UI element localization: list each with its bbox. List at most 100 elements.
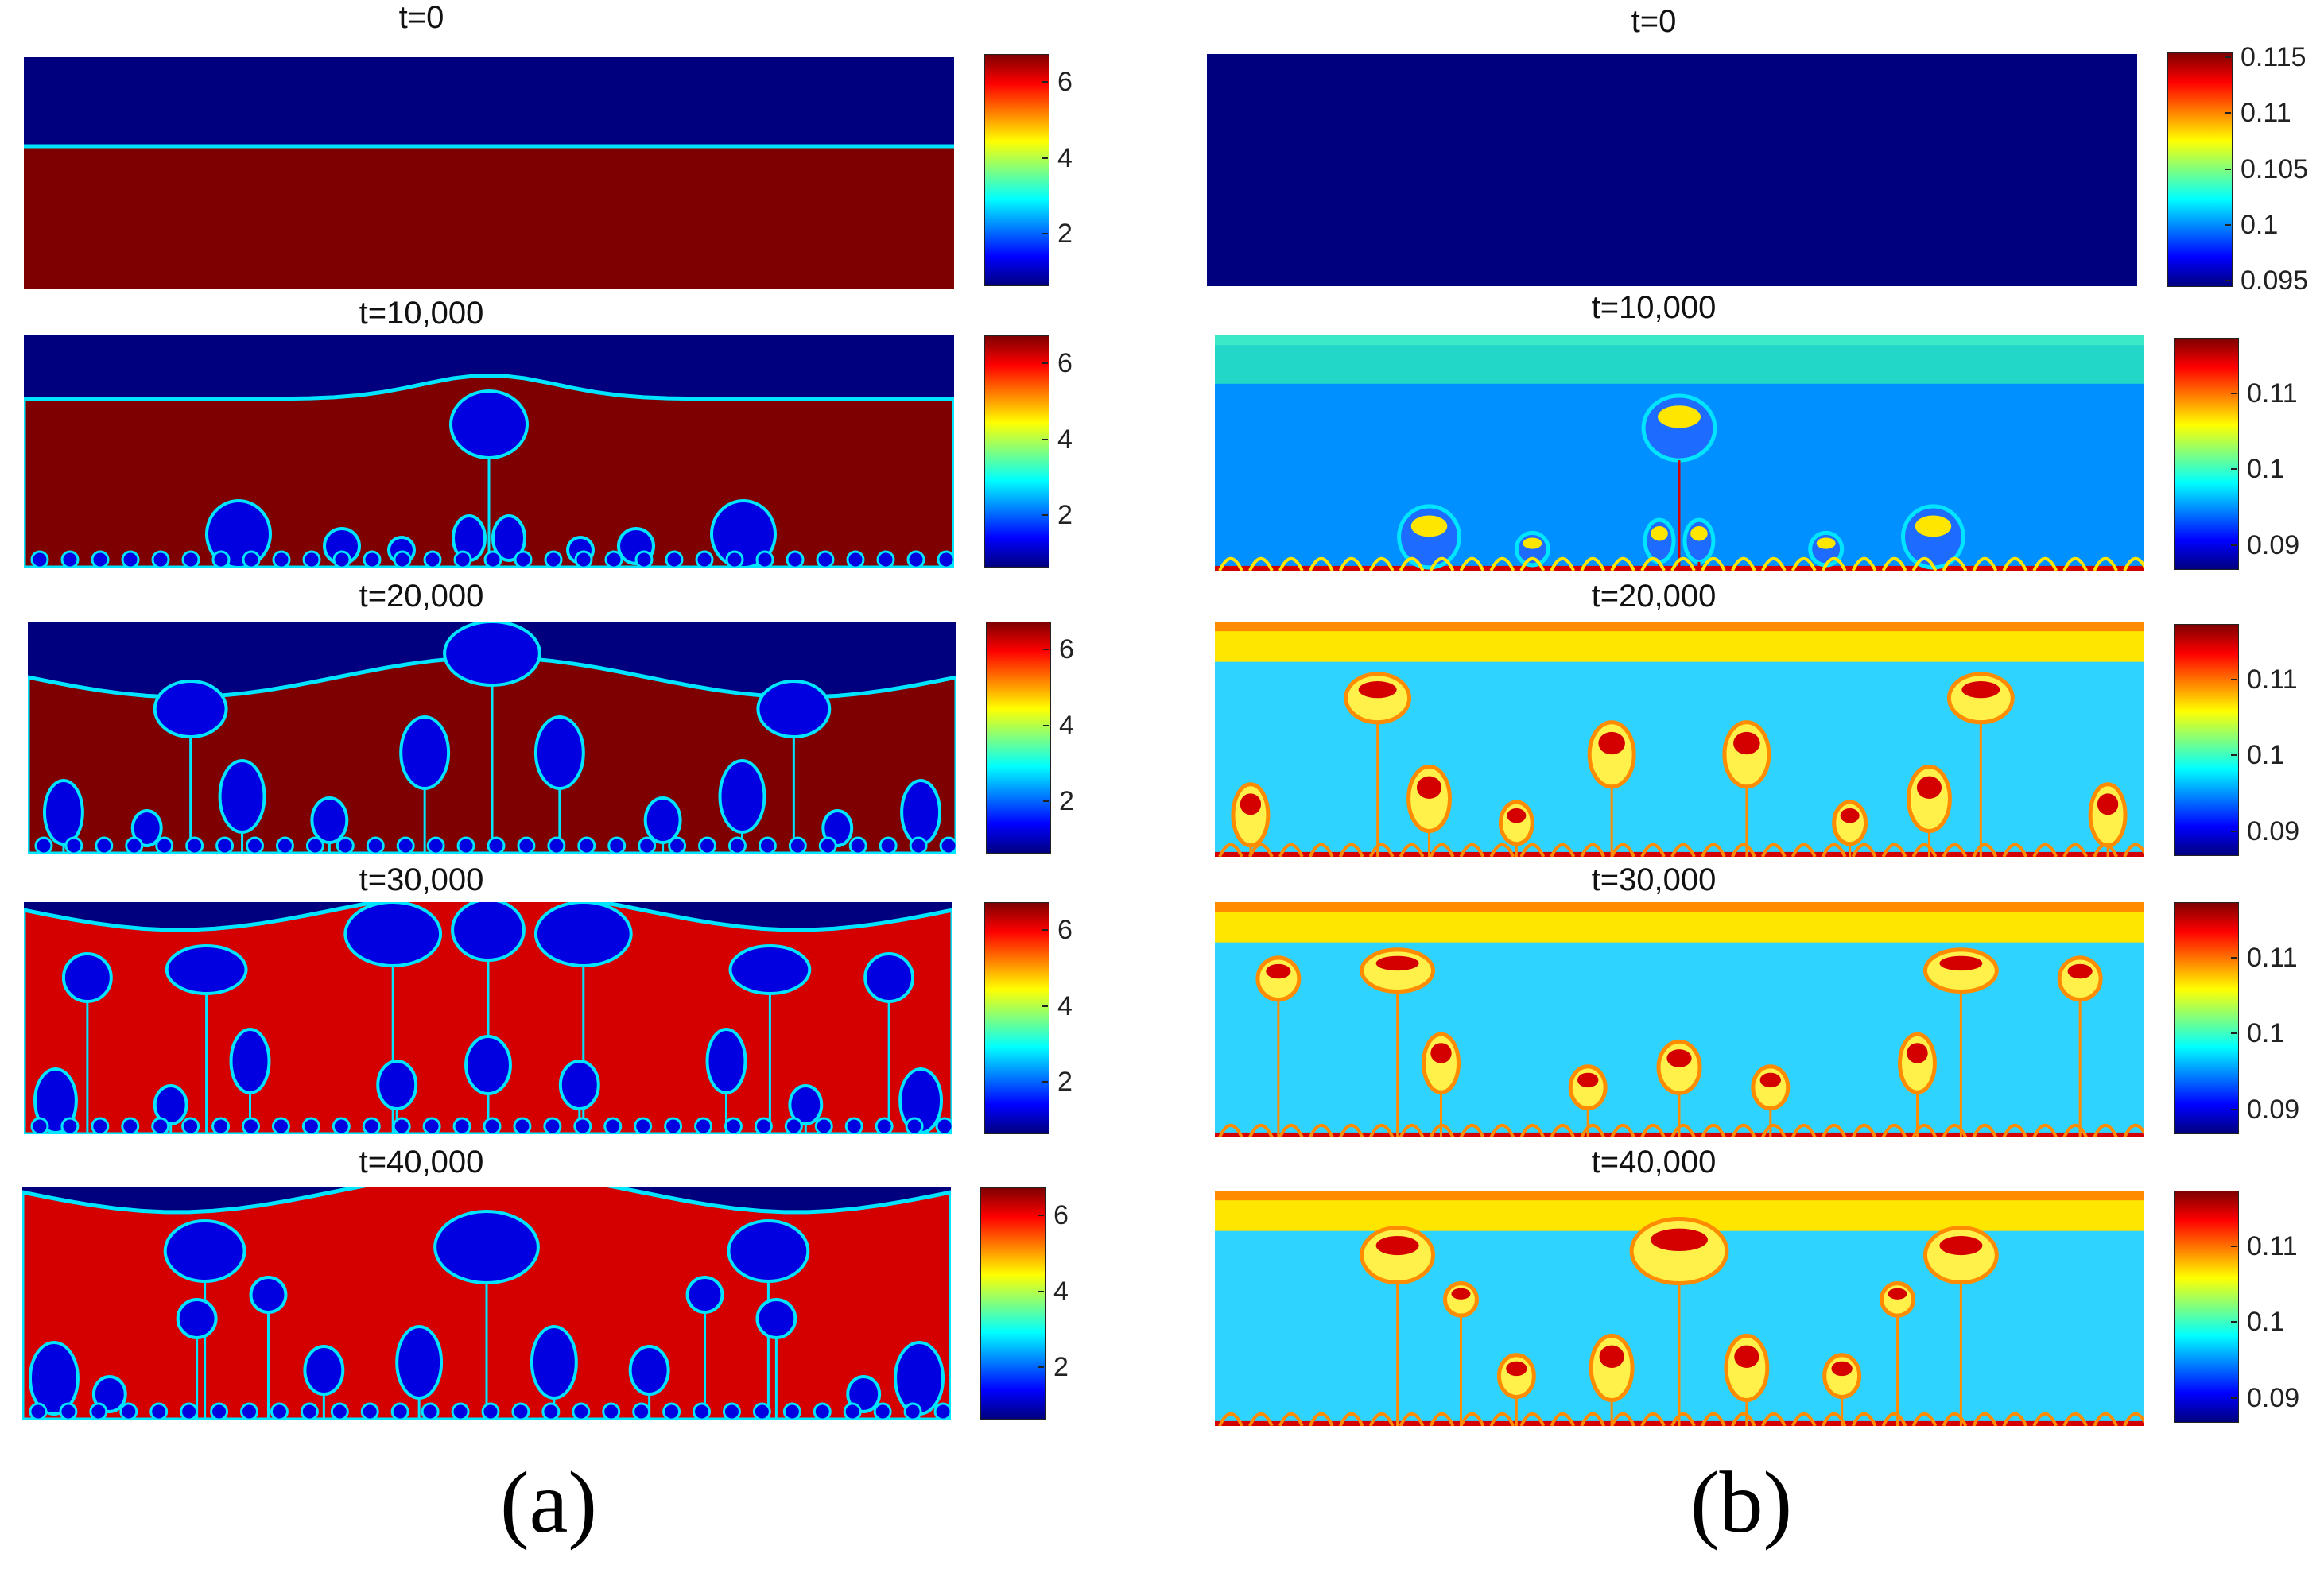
boundary-bubble [754, 1117, 773, 1134]
boundary-bubble [270, 1402, 289, 1420]
boundary-bubble [242, 1117, 260, 1134]
plume-core [1651, 526, 1668, 541]
plume-core [1915, 515, 1952, 537]
b-colorbar [2174, 902, 2239, 1134]
boundary-plume [1218, 843, 1243, 857]
boundary-plume [1278, 556, 1304, 571]
b-colorbar [2167, 52, 2233, 287]
b-colorbar-tick-mark [2225, 56, 2231, 58]
a-colorbar [984, 335, 1049, 568]
plume-core [1961, 681, 2000, 699]
bubble [91, 1375, 127, 1413]
column-b-label: (b) [1690, 1454, 1793, 1551]
bubble [900, 779, 942, 846]
boundary-plume [1338, 843, 1364, 857]
b-colorbar-tick-mark [2231, 1397, 2237, 1399]
bubble [33, 1067, 78, 1134]
b-colorbar-tick-label: 0.105 [2241, 153, 2309, 184]
boundary-bubble [937, 550, 954, 568]
a-panel-title: t=40,000 [359, 1145, 484, 1180]
bubble [61, 952, 113, 1003]
boundary-plume [1791, 843, 1817, 857]
boundary-bubble [185, 836, 204, 854]
boundary-plume [1278, 1412, 1304, 1426]
b-field-panel [1215, 1191, 2144, 1426]
boundary-bubble [843, 1402, 862, 1420]
boundary-bubble [121, 550, 140, 568]
boundary-plume [2093, 1412, 2118, 1426]
boundary-plume [1399, 1123, 1425, 1137]
boundary-bubble [422, 1117, 441, 1134]
boundary-bubble [60, 550, 80, 568]
plume-core [1577, 1072, 1599, 1088]
plume-core [1358, 681, 1397, 699]
boundary-bubble [301, 1117, 320, 1134]
boundary-plume [1972, 843, 1998, 857]
boundary-plume [1489, 843, 1515, 857]
b-colorbar-tick-mark [2231, 544, 2237, 546]
b-colorbar-tick-label: 0.1 [2247, 1018, 2285, 1049]
b-colorbar-tick-label: 0.115 [2241, 41, 2307, 72]
boundary-plume [1761, 843, 1787, 857]
boundary-plume [1308, 1412, 1334, 1426]
plume-core [1840, 808, 1860, 823]
boundary-plume [1338, 556, 1364, 571]
boundary-bubble [336, 836, 355, 854]
plume-core [1523, 537, 1542, 549]
a-colorbar-tick-mark [1042, 438, 1048, 440]
boundary-bubble [453, 550, 472, 568]
boundary-bubble [240, 1402, 258, 1420]
b-colorbar-tick-label: 0.11 [2247, 1230, 2298, 1261]
boundary-bubble [452, 1117, 471, 1134]
boundary-bubble [300, 1402, 319, 1420]
bubble [530, 1325, 578, 1400]
b-colorbar-tick-mark [2231, 956, 2237, 959]
bubble [685, 1276, 724, 1314]
b-colorbar-tick-mark [2231, 392, 2237, 394]
boundary-plume [1670, 1412, 1696, 1426]
b-colorbar-tick-label: 0.095 [2241, 265, 2309, 296]
plume-core [1430, 1043, 1452, 1063]
b-colorbar-tick-label: 0.09 [2247, 530, 2300, 560]
boundary-bubble [722, 1402, 741, 1420]
boundary-bubble [59, 1402, 78, 1420]
boundary-bubble [390, 1402, 409, 1420]
plume [1880, 1281, 1915, 1318]
a-colorbar-tick-label: 2 [1057, 219, 1073, 250]
plume-core [1690, 526, 1708, 541]
plume-core [1733, 731, 1760, 755]
bubble [863, 952, 915, 1003]
bubble [710, 499, 777, 568]
boundary-plume [1701, 1412, 1726, 1426]
boundary-plume [1519, 843, 1546, 857]
boundary-plume [1942, 556, 1968, 571]
a-colorbar-tick-mark [1042, 362, 1048, 364]
bubble [163, 1219, 246, 1283]
plume [1946, 672, 2015, 725]
boundary-bubble [788, 836, 807, 854]
plume-core [1240, 793, 1262, 815]
plume-core [2067, 963, 2093, 979]
b-colorbar-tick-mark [2231, 1321, 2237, 1323]
boundary-bubble [275, 836, 294, 854]
boundary-plume [1550, 1412, 1576, 1426]
a-colorbar-tick-mark [1042, 1005, 1048, 1007]
b-colorbar-tick-label: 0.1 [2247, 454, 2285, 485]
b-colorbar-tick-mark [2225, 223, 2231, 226]
b-panel-title: t=40,000 [1591, 1145, 1717, 1180]
bubble [449, 389, 529, 459]
boundary-plume [1580, 843, 1605, 857]
boundary-plume [1338, 1123, 1364, 1137]
top-edge [1215, 1191, 2144, 1201]
a-field-panel [28, 622, 956, 854]
boundary-bubble [906, 550, 925, 568]
b-field-plot [1215, 622, 2144, 857]
boundary-plume [2062, 1123, 2088, 1137]
a-colorbar-tick-mark [1042, 1081, 1048, 1083]
boundary-plume [1489, 556, 1515, 571]
b-colorbar-tick-label: 0.1 [2247, 740, 2285, 771]
boundary-bubble [332, 1117, 351, 1134]
boundary-bubble [604, 550, 623, 568]
plume-core [1734, 1345, 1759, 1369]
